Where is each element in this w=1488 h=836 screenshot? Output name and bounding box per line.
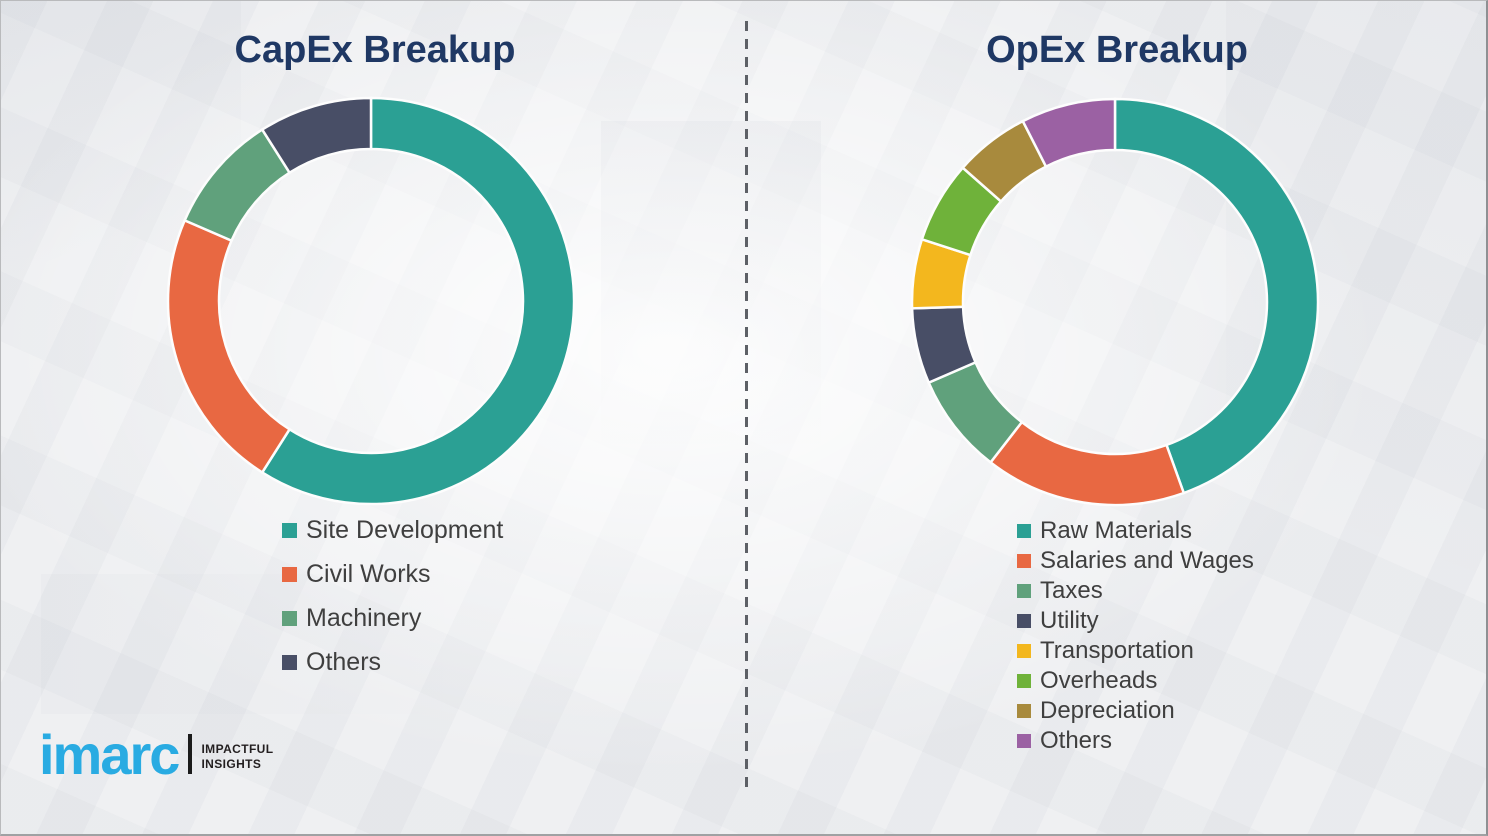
imarc-logo-wordmark: imarc (39, 723, 180, 786)
legend-item-others: Others (282, 640, 503, 684)
legend-label: Civil Works (306, 559, 431, 588)
legend-swatch-icon (1017, 584, 1031, 598)
capex-legend: Site Development Civil Works Machinery Othe… (282, 508, 503, 684)
legend-label: Overheads (1040, 667, 1158, 694)
capex-donut-chart (161, 91, 581, 511)
legend-label: Others (306, 647, 382, 676)
opex-legend: Raw Materials Salaries and Wages Taxes Util… (1017, 516, 1254, 756)
legend-item-transportation: Transportation (1017, 636, 1254, 666)
legend-swatch-icon (282, 654, 297, 670)
legend-swatch-icon (1017, 674, 1031, 688)
logo-divider-bar (188, 733, 193, 774)
legend-label: Depreciation (1040, 697, 1175, 724)
donut-segment-others (260, 96, 373, 175)
opex-title: OpEx Breakup (986, 29, 1248, 71)
donut-segment-salaries-and-wages (988, 420, 1186, 507)
legend-swatch-icon (1017, 644, 1031, 658)
legend-swatch-icon (1017, 524, 1031, 538)
legend-item-depreciation: Depreciation (1017, 696, 1254, 726)
logo-tagline: IMPACTFUL INSIGHTS (201, 741, 274, 772)
legend-item-overheads: Overheads (1017, 666, 1254, 696)
legend-swatch-icon (1017, 614, 1031, 628)
legend-label: Taxes (1040, 577, 1103, 604)
donut-segment-civil-works (166, 218, 292, 475)
background-watermark (601, 121, 821, 541)
legend-label: Site Development (306, 515, 504, 544)
donut-segment-raw-materials (1113, 97, 1320, 495)
imarc-logo: imarc IMPACTFUL INSIGHTS (39, 723, 274, 786)
legend-swatch-icon (282, 522, 297, 538)
legend-swatch-icon (1017, 734, 1031, 748)
legend-item-taxes: Taxes (1017, 576, 1254, 606)
legend-item-machinery: Machinery (282, 596, 503, 640)
legend-item-site-development: Site Development (282, 508, 503, 552)
legend-label: Others (1040, 727, 1113, 754)
legend-item-civil-works: Civil Works (282, 552, 503, 596)
legend-item-salaries-and-wages: Salaries and Wages (1017, 546, 1254, 576)
vertical-dashed-divider (745, 21, 748, 791)
legend-label: Transportation (1040, 637, 1194, 664)
legend-label: Raw Materials (1040, 517, 1193, 544)
legend-swatch-icon (282, 610, 297, 626)
opex-donut-chart (905, 92, 1325, 512)
legend-label: Salaries and Wages (1040, 547, 1254, 574)
legend-swatch-icon (282, 566, 297, 582)
legend-label: Machinery (306, 603, 422, 632)
legend-item-others: Others (1017, 726, 1254, 756)
capex-title: CapEx Breakup (234, 29, 516, 71)
legend-swatch-icon (1017, 554, 1031, 568)
legend-swatch-icon (1017, 704, 1031, 718)
donut-segment-others (1021, 97, 1117, 169)
donut-segment-site-development (260, 96, 576, 506)
legend-label: Utility (1040, 607, 1099, 634)
legend-item-utility: Utility (1017, 606, 1254, 636)
legend-item-raw-materials: Raw Materials (1017, 516, 1254, 546)
